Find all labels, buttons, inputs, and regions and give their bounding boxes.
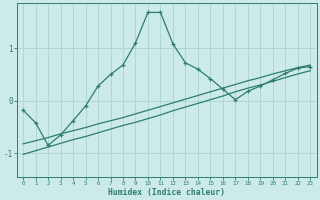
X-axis label: Humidex (Indice chaleur): Humidex (Indice chaleur) [108,188,225,197]
